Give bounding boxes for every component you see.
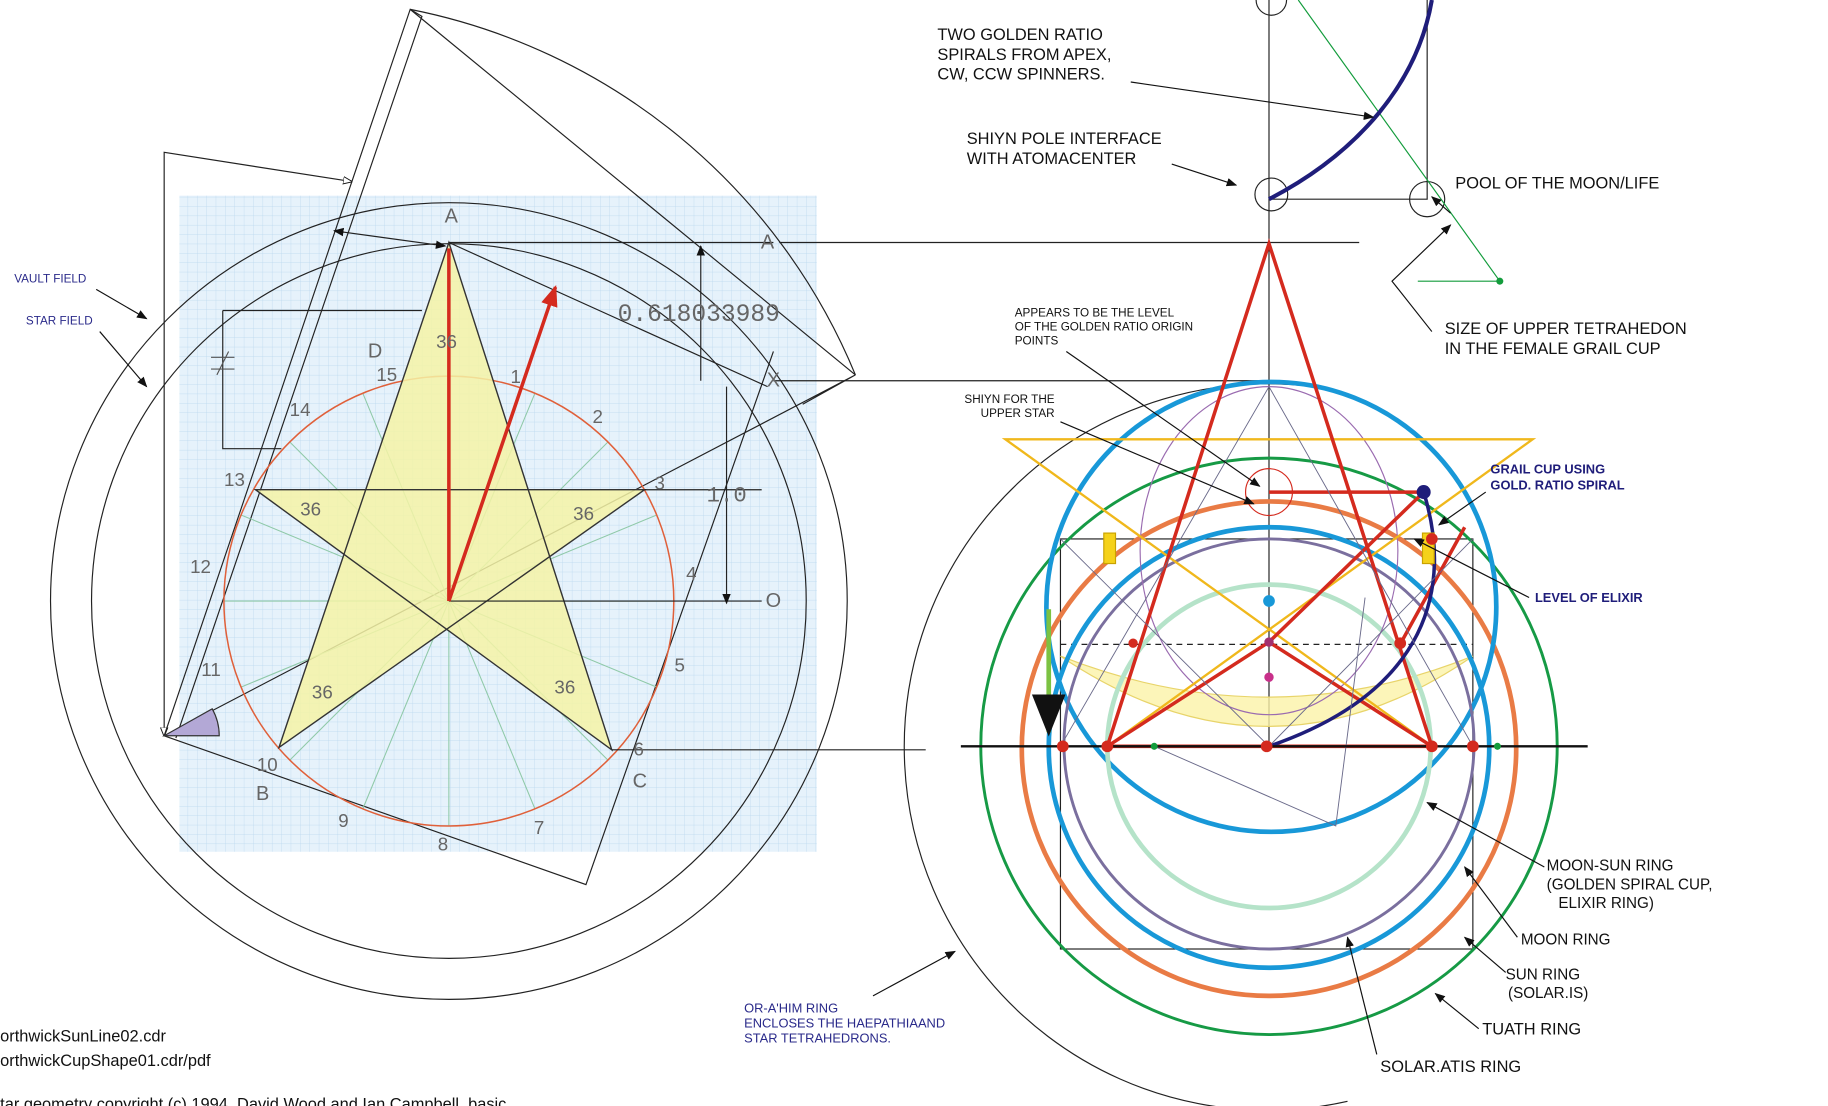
circle-number: 6 xyxy=(633,739,643,760)
annotation-text: WITH ATOMACENTER xyxy=(967,150,1137,168)
field-label: VAULT FIELD xyxy=(14,272,86,285)
annotation-text: GOLD. RATIO SPIRAL xyxy=(1490,478,1624,493)
circle-number: 2 xyxy=(592,406,602,427)
circle-number: 1 xyxy=(510,366,520,387)
pole-circle xyxy=(1255,178,1288,211)
annotation-arrow xyxy=(1435,994,1478,1029)
vertex-label: X xyxy=(767,370,780,392)
annotation-text: OR-A'HIM RING xyxy=(744,1000,838,1015)
angle-label: 36 xyxy=(554,677,575,698)
purple-dot xyxy=(1264,637,1273,646)
annotation-text: MOON-SUN RING xyxy=(1547,858,1674,875)
circle-number: 15 xyxy=(376,364,397,385)
spiral-top xyxy=(1269,0,1432,199)
annotation-text: OF THE GOLDEN RATIO ORIGIN xyxy=(1015,320,1193,333)
magenta-dot xyxy=(1264,673,1273,682)
annotation-arrow xyxy=(1172,164,1236,185)
annotation-text: SIZE OF UPPER TETRAHEDON xyxy=(1445,320,1687,338)
annotation-text: TWO GOLDEN RATIO xyxy=(937,26,1102,44)
pool-lines xyxy=(1271,0,1427,199)
annotation-text: POOL OF THE MOON/LIFE xyxy=(1455,175,1659,193)
circle-number: 8 xyxy=(438,834,448,855)
diagram: ABCDXOA0.6180339891.01234567891011121314… xyxy=(0,0,1828,1106)
annotation-arrow xyxy=(1347,937,1376,1054)
annotation-arrow xyxy=(873,951,955,996)
annotation-text: SOLAR.ATIS RING xyxy=(1380,1058,1521,1076)
annotation-text: GRAIL CUP USING xyxy=(1490,461,1605,476)
green-diagonal xyxy=(1298,0,1500,281)
annotation-text: IN THE FEMALE GRAIL CUP xyxy=(1445,340,1661,358)
annotation-arrow xyxy=(1392,225,1451,332)
annotation-text: LEVEL OF ELIXIR xyxy=(1535,590,1643,605)
unit-label: 1.0 xyxy=(707,482,747,508)
green-dot-base-right xyxy=(1494,743,1501,750)
marker-left xyxy=(1104,533,1116,563)
annotation-arrow xyxy=(1131,82,1374,117)
annotation-text: (GOLDEN SPIRAL CUP, xyxy=(1547,876,1713,893)
annotation-text: UPPER STAR xyxy=(981,407,1055,420)
pointer-arrow xyxy=(100,332,147,387)
left-figure xyxy=(51,9,1360,999)
vertex-label: O xyxy=(766,590,781,612)
annotation-text: POINTS xyxy=(1015,334,1059,347)
annotation-text: STAR TETRAHEDRONS. xyxy=(744,1031,891,1046)
vertex-label: A xyxy=(761,231,775,253)
vertex-label: B xyxy=(256,783,269,805)
annotation-text: (SOLAR.IS) xyxy=(1508,985,1588,1002)
pole-circle-top xyxy=(1256,0,1286,15)
annotation-text: SHIYN FOR THE xyxy=(964,393,1054,406)
circle-number: 7 xyxy=(534,817,544,838)
footer-line: tar geometry copyright (c) 1994, David W… xyxy=(0,1096,506,1106)
annotation-text: CW, CCW SPINNERS. xyxy=(937,66,1105,84)
annotation-text: TUATH RING xyxy=(1482,1021,1581,1039)
circle-number: 14 xyxy=(290,399,311,420)
circle-number: 4 xyxy=(686,563,696,584)
pointer-arrow xyxy=(96,289,146,318)
green-dot-base xyxy=(1151,743,1158,750)
ratio-label: 0.618033989 xyxy=(618,302,780,329)
circle-number: 12 xyxy=(190,556,211,577)
annotation-arrow xyxy=(1465,937,1506,972)
annotation-text: ENCLOSES THE HAEPATHIAAND xyxy=(744,1016,945,1031)
vertex-label: A xyxy=(445,206,459,228)
navy-dot xyxy=(1417,485,1431,499)
angle-label: 36 xyxy=(573,503,594,524)
annotation-text: APPEARS TO BE THE LEVEL xyxy=(1015,306,1175,319)
circle-number: 9 xyxy=(338,810,348,831)
field-label: STAR FIELD xyxy=(26,315,93,328)
vertex-label: C xyxy=(633,770,647,792)
annotation-text: MOON RING xyxy=(1521,931,1611,948)
circle-number: 11 xyxy=(201,659,220,680)
angle-label: 36 xyxy=(312,681,333,702)
annotation-text: SPIRALS FROM APEX, xyxy=(937,46,1111,64)
annotation-text: SHIYN POLE INTERFACE xyxy=(967,130,1162,148)
circle-number: 5 xyxy=(674,654,684,675)
circle-number: 10 xyxy=(257,754,278,775)
annotation-text: SUN RING xyxy=(1506,966,1580,983)
angle-label: 36 xyxy=(300,499,321,520)
circle-number: 3 xyxy=(655,473,665,494)
footer-line: orthwickSunLine02.cdr xyxy=(0,1028,166,1046)
green-dot xyxy=(1496,278,1503,285)
annotation-text: ELIXIR RING) xyxy=(1558,895,1654,912)
blue-dot xyxy=(1263,595,1275,607)
annotation-arrow xyxy=(1427,803,1544,867)
footer-line: orthwickCupShape01.cdr/pdf xyxy=(0,1052,211,1070)
vertex-label: D xyxy=(368,340,382,362)
circle-number: 13 xyxy=(224,469,245,490)
angle-label: 36 xyxy=(436,331,457,352)
